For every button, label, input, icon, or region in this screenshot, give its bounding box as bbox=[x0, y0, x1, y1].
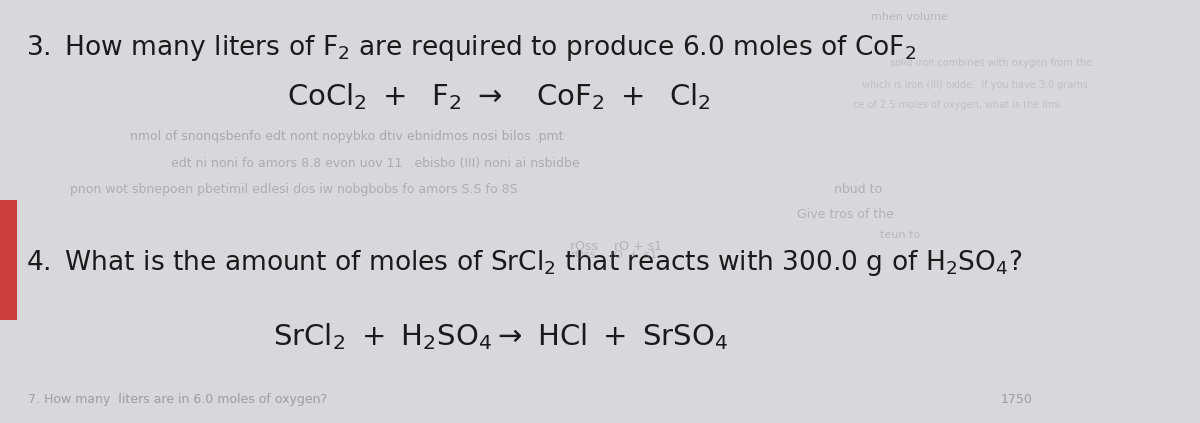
Text: edt ni noni fo amors 8.8 evon uov 11  .ebisbo (III) noni ai nsbidbe: edt ni noni fo amors 8.8 evon uov 11 .eb… bbox=[172, 157, 580, 170]
Text: 1750: 1750 bbox=[1001, 393, 1033, 406]
Text: mhen volume: mhen volume bbox=[871, 12, 948, 22]
Text: $\mathregular{4.\ What\ is\ the\ amount\ of\ moles\ of\ SrCl_2\ that\ reacts\ wi: $\mathregular{4.\ What\ is\ the\ amount\… bbox=[26, 248, 1022, 278]
Text: $\mathregular{rOss\ \ \ \ rO\ +\ s1}$: $\mathregular{rOss\ \ \ \ rO\ +\ s1}$ bbox=[570, 248, 658, 260]
Text: Give tros of the: Give tros of the bbox=[797, 208, 894, 221]
Text: $\mathregular{SrCl_2\ +\ H_2SO_4{\rightarrow}\ HCl\ +\ SrSO_4}$: $\mathregular{SrCl_2\ +\ H_2SO_4{\righta… bbox=[274, 321, 728, 352]
Text: ce of 2.5 moles of oxygen, what is the limi: ce of 2.5 moles of oxygen, what is the l… bbox=[852, 100, 1060, 110]
Text: $\mathregular{CoCl_2\ +\ \ F_2\ \rightarrow \ \ \ CoF_2\ +\ \ Cl_2}$: $\mathregular{CoCl_2\ +\ \ F_2\ \rightar… bbox=[287, 81, 712, 112]
Text: 7. How many  liters are in 6.0 moles of oxygen?: 7. How many liters are in 6.0 moles of o… bbox=[28, 393, 326, 406]
Text: pnon wot sbnepoen pbetimil edlesi dos iw nobgbobs fo amors S.S fo 8S: pnon wot sbnepoen pbetimil edlesi dos iw… bbox=[70, 183, 517, 196]
Text: which is iron (III) oxide.  If you have 3.0 grams: which is iron (III) oxide. If you have 3… bbox=[862, 80, 1088, 90]
Text: nmol of snonqsbenfo edt nont nopybko dtiv ebnidmos nosi bilos .pmt: nmol of snonqsbenfo edt nont nopybko dti… bbox=[130, 130, 563, 143]
Text: teun to: teun to bbox=[881, 230, 920, 240]
Text: rOss    rO + s1: rOss rO + s1 bbox=[570, 240, 662, 253]
Text: 1750: 1750 bbox=[1001, 393, 1033, 406]
Text: $\mathregular{3.\ How\ many\ liters\ of\ F_2\ are\ required\ to\ produce\ 6.0\ m: $\mathregular{3.\ How\ many\ liters\ of\… bbox=[26, 33, 917, 63]
Bar bbox=[0, 200, 17, 320]
Text: 7. How many  liters are in 6.0 moles of oxygen?: 7. How many liters are in 6.0 moles of o… bbox=[28, 393, 326, 406]
Text: nbud to: nbud to bbox=[834, 183, 882, 196]
Text: solid iron combines with oxygen from the: solid iron combines with oxygen from the bbox=[889, 58, 1092, 68]
